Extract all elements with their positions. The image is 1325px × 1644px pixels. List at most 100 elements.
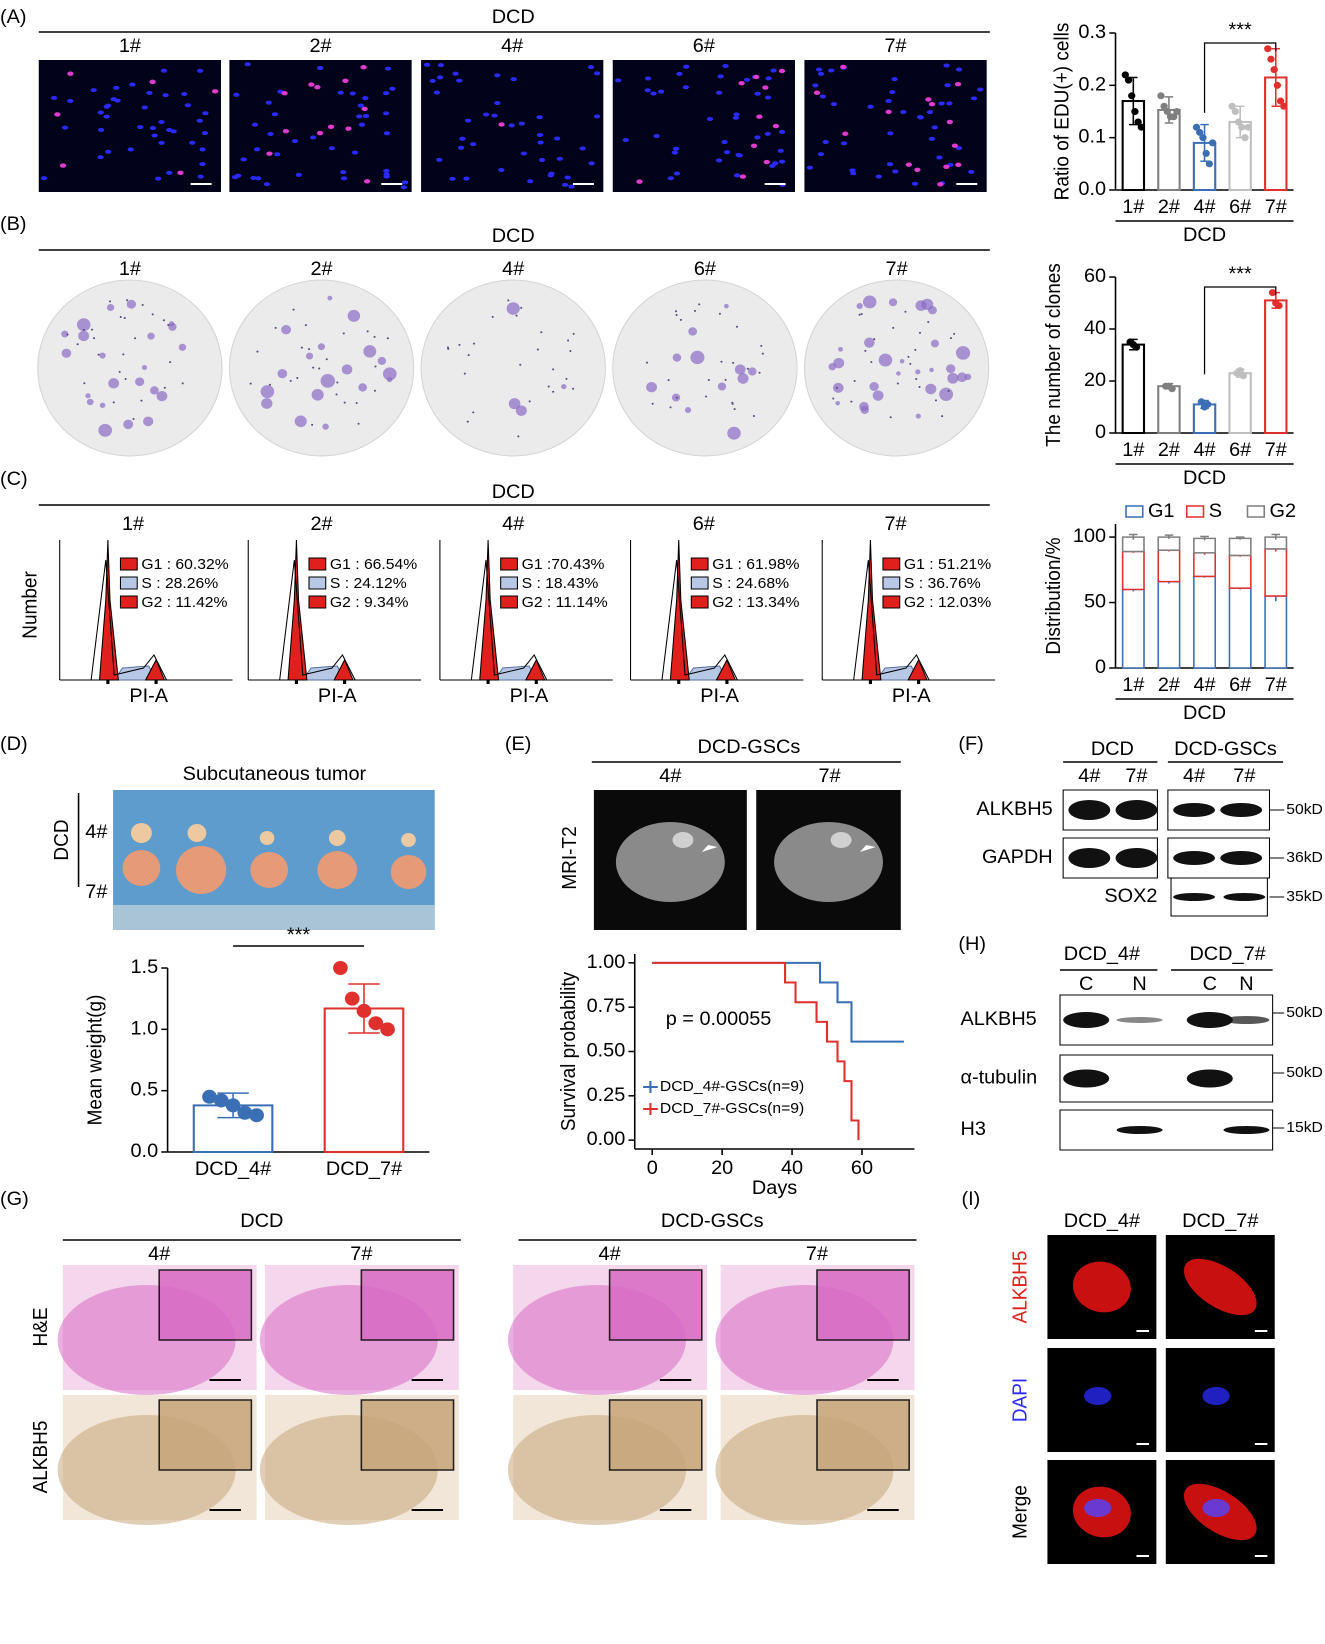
speck [118, 370, 121, 373]
significance-bracket [1203, 42, 1277, 113]
band [1063, 1069, 1110, 1088]
band [1115, 800, 1158, 820]
nucleus [716, 90, 723, 95]
stat-text: S : 24.68% [712, 575, 789, 592]
y-tick-label: 1.00 [587, 951, 626, 972]
stat-text: G1 : 66.54% [330, 556, 418, 573]
nucleus [436, 75, 444, 80]
tumor [250, 852, 289, 888]
x-axis-label: Days [752, 1177, 798, 1198]
band [1173, 803, 1216, 817]
inset [158, 1269, 253, 1341]
row-label: MRI-T2 [559, 826, 582, 889]
speck [758, 371, 761, 374]
sample-label: 1# [119, 258, 141, 279]
sample-label: 7# [806, 1243, 828, 1264]
colony [727, 426, 741, 440]
data-point [213, 1093, 229, 1108]
nucleus [97, 127, 105, 132]
sample-label: 7# [884, 513, 906, 534]
stat-text: S : 36.76% [904, 575, 981, 592]
speck [76, 343, 79, 346]
panel-label: (D) [0, 733, 28, 754]
y-tick-label: 0.3 [1078, 21, 1106, 42]
nucleus [715, 158, 723, 163]
nucleus [936, 155, 943, 160]
nucleus [149, 126, 157, 131]
colony [126, 299, 137, 309]
nucleus [154, 176, 162, 181]
data-point [1238, 123, 1246, 131]
nucleus [351, 150, 359, 155]
data-point [1192, 123, 1201, 131]
speck [860, 313, 863, 316]
nucleus [764, 95, 772, 100]
colony [86, 398, 94, 406]
group-label: DCD-GSCs [661, 1210, 764, 1231]
colony [724, 303, 729, 309]
sample-label: 4# [501, 35, 523, 56]
band [1223, 893, 1266, 901]
colony [377, 356, 387, 365]
blot [1059, 1054, 1274, 1103]
data-point [1128, 92, 1136, 100]
colony [85, 393, 91, 399]
nucleus [946, 101, 953, 106]
nucleus [196, 118, 203, 123]
nucleus [67, 98, 74, 103]
nucleus [717, 74, 724, 79]
data-point [1121, 71, 1129, 79]
x-tick-label: 20 [711, 1157, 733, 1178]
colony [748, 367, 757, 376]
stat-text: S : 18.43% [522, 575, 599, 592]
arrow [701, 845, 718, 852]
lane-label: 7# [1233, 765, 1255, 786]
stat-swatch [500, 557, 518, 571]
stat-swatch [119, 595, 138, 609]
y-tick-label: 1.0 [131, 1018, 159, 1039]
x-tick-label: 4# [1193, 439, 1215, 460]
speck [567, 339, 570, 342]
nucleus [340, 170, 347, 175]
nucleus [764, 131, 771, 136]
data-point [1199, 134, 1207, 142]
nucleus [561, 182, 569, 187]
data-point [1197, 398, 1206, 406]
edu-nucleus [840, 64, 847, 70]
nucleus [812, 83, 819, 88]
speck [463, 372, 466, 375]
colony [869, 382, 879, 391]
nucleus [587, 65, 595, 70]
edu-nucleus [314, 85, 321, 90]
colony [322, 423, 329, 430]
colony [828, 362, 837, 371]
bar-segment [1228, 537, 1252, 557]
histogram-fit [279, 559, 356, 681]
inset [158, 1399, 253, 1471]
group-label: DCD [492, 481, 535, 502]
nucleus [830, 102, 838, 107]
edu-nucleus [363, 179, 371, 184]
colony [363, 345, 377, 358]
x-tick-label: 2# [1158, 674, 1180, 695]
band [1220, 803, 1263, 817]
y-axis-label: Mean weight(g) [84, 995, 107, 1126]
nucleus [457, 145, 465, 150]
nucleus [340, 176, 348, 181]
speck [141, 304, 144, 307]
colony [915, 369, 921, 375]
edu-nucleus [177, 170, 184, 176]
nucleus [568, 184, 575, 189]
band [1068, 848, 1111, 868]
nucleus [274, 152, 281, 157]
speck [132, 418, 135, 421]
speck [746, 367, 749, 370]
nucleus [778, 159, 786, 164]
speck [66, 333, 69, 336]
data-point [1205, 160, 1214, 168]
sample-label: 4# [659, 765, 681, 786]
bar-segment [1121, 588, 1145, 669]
edu-nucleus [946, 119, 953, 125]
colony [150, 386, 159, 395]
nucleus [672, 146, 680, 151]
